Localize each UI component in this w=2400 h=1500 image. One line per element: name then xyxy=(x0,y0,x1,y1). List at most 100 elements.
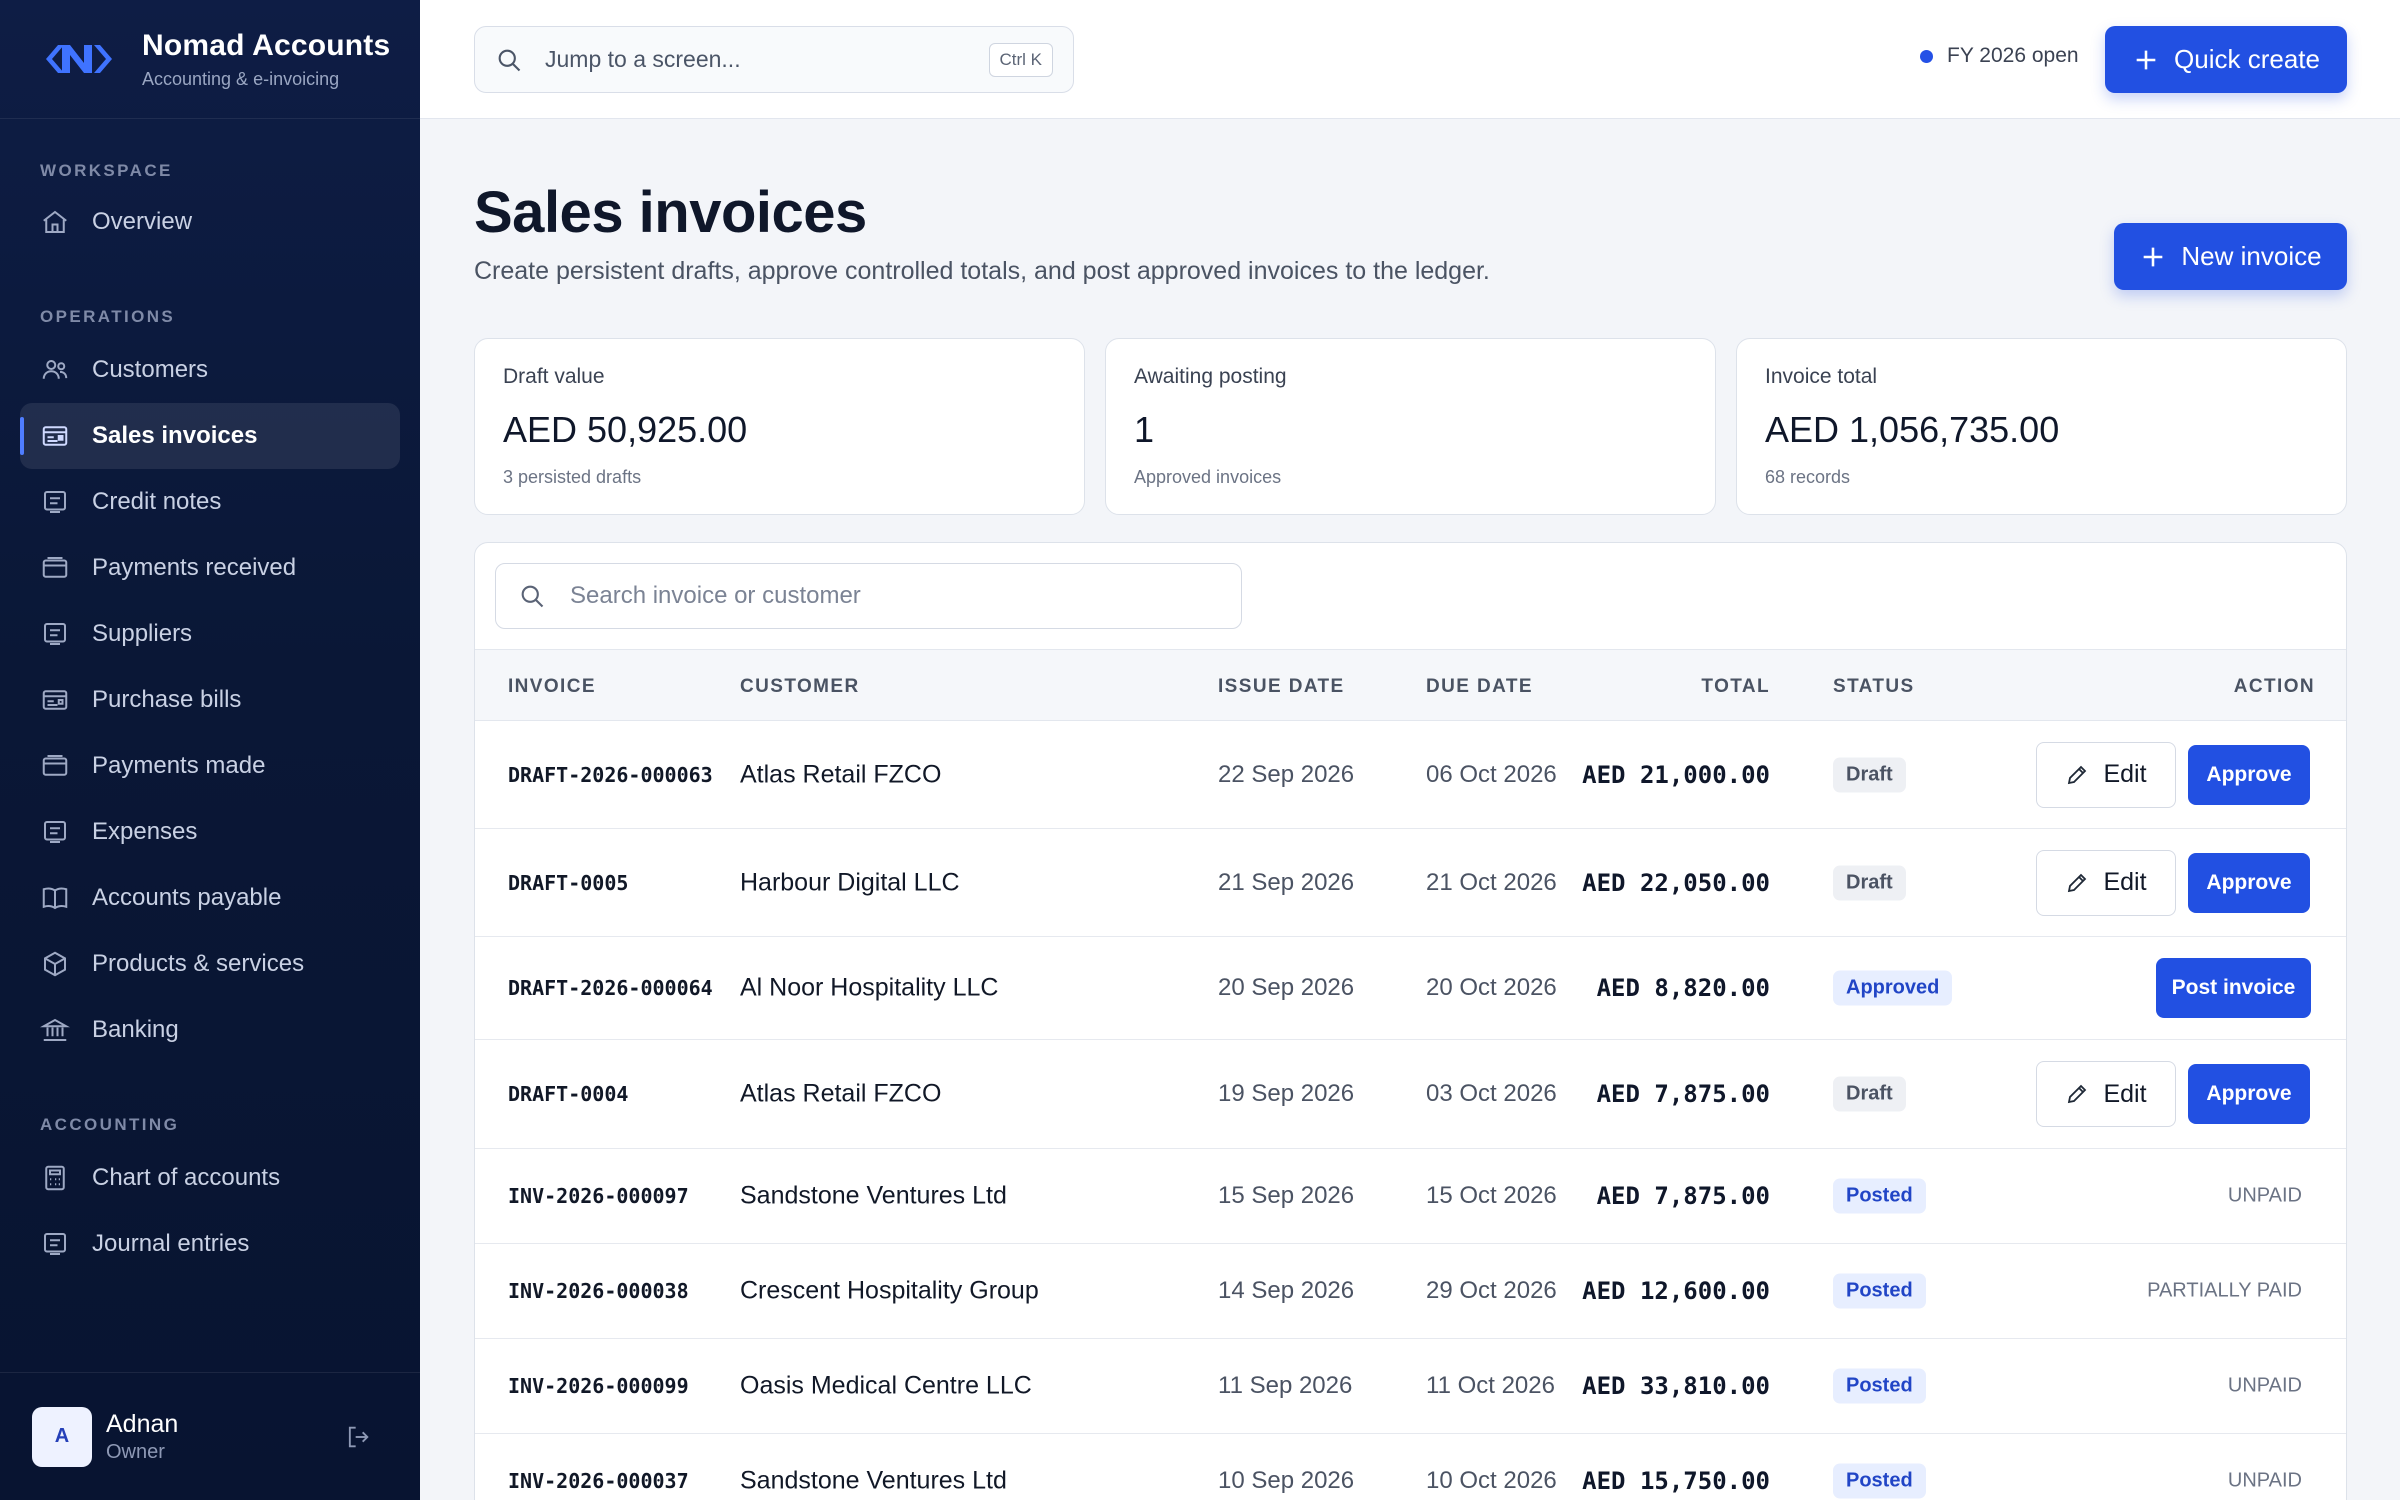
due-date: 15 Oct 2026 xyxy=(1426,1182,1557,1209)
user-profile[interactable]: A Adnan Owner xyxy=(0,1372,420,1500)
shortcut-hint: Ctrl K xyxy=(988,43,1053,77)
pencil-icon xyxy=(2068,765,2087,784)
issue-date: 20 Sep 2026 xyxy=(1218,974,1355,1001)
home-icon xyxy=(43,210,67,233)
issue-date: 10 Sep 2026 xyxy=(1218,1467,1355,1494)
table-row[interactable]: INV-2026-000097 Sandstone Ventures Ltd 1… xyxy=(475,1149,2346,1244)
due-date: 20 Oct 2026 xyxy=(1426,974,1557,1001)
post-invoice-button[interactable]: Post invoice xyxy=(2156,958,2311,1018)
table-row[interactable]: INV-2026-000099 Oasis Medical Centre LLC… xyxy=(475,1339,2346,1434)
table-row[interactable]: DRAFT-2026-000064 Al Noor Hospitality LL… xyxy=(475,937,2346,1040)
approve-button[interactable]: Approve xyxy=(2188,744,2310,805)
approve-button[interactable]: Approve xyxy=(2188,852,2310,913)
col-issue-date[interactable]: ISSUE DATE xyxy=(1218,676,1345,697)
sidebar-item-label: Customers xyxy=(92,356,209,383)
customer-name: Sandstone Ventures Ltd xyxy=(740,1181,1007,1210)
sidebar-item-label: Suppliers xyxy=(92,620,193,647)
invoice-search-input[interactable] xyxy=(570,582,1190,610)
edit-label: Edit xyxy=(2103,760,2147,788)
invoice-total: AED 22,050.00 xyxy=(1582,868,1770,897)
fiscal-year-label: FY 2026 open xyxy=(1947,44,2079,67)
col-status[interactable]: STATUS xyxy=(1833,676,1915,697)
user-role: Owner xyxy=(106,1440,165,1463)
invoice-number[interactable]: DRAFT-2026-000064 xyxy=(508,976,713,1000)
pencil-icon xyxy=(2068,1084,2087,1104)
stat-label: Awaiting posting xyxy=(1134,365,1287,388)
invoice-number[interactable]: DRAFT-0005 xyxy=(508,870,629,895)
due-date: 06 Oct 2026 xyxy=(1426,760,1557,788)
col-invoice[interactable]: INVOICE xyxy=(508,676,596,697)
sidebar-item-products-services[interactable]: Products & services xyxy=(20,931,400,997)
due-date: 03 Oct 2026 xyxy=(1426,1080,1557,1107)
approve-button[interactable]: Approve xyxy=(2188,1064,2310,1124)
table-row[interactable]: INV-2026-000038 Crescent Hospitality Gro… xyxy=(475,1244,2346,1339)
sidebar-item-payments-made[interactable]: Payments made xyxy=(20,733,400,799)
stat-card-draft-value: Draft value AED 50,925.00 3 persisted dr… xyxy=(474,338,1085,515)
table-row[interactable]: DRAFT-0005 Harbour Digital LLC 21 Sep 20… xyxy=(475,829,2346,937)
table-header: INVOICE CUSTOMER ISSUE DATE DUE DATE TOT… xyxy=(475,649,2346,721)
invoice-number[interactable]: INV-2026-000097 xyxy=(508,1184,689,1208)
invoice-search[interactable] xyxy=(495,563,1242,629)
customer-name: Crescent Hospitality Group xyxy=(740,1276,1039,1305)
invoice-number[interactable]: INV-2026-000099 xyxy=(508,1374,689,1398)
status-dot-icon xyxy=(1920,49,1933,63)
nav-section-workspace: WORKSPACE xyxy=(40,161,173,180)
due-date: 21 Oct 2026 xyxy=(1426,868,1557,896)
customer-name: Oasis Medical Centre LLC xyxy=(740,1371,1032,1400)
sidebar-item-suppliers[interactable]: Suppliers xyxy=(20,601,400,667)
sidebar-item-chart-of-accounts[interactable]: Chart of accounts xyxy=(20,1145,400,1211)
sidebar-item-label: Chart of accounts xyxy=(92,1164,281,1191)
col-total[interactable]: TOTAL xyxy=(1701,676,1770,697)
sidebar-item-label: Journal entries xyxy=(92,1230,250,1257)
invoices-table-card: INVOICE CUSTOMER ISSUE DATE DUE DATE TOT… xyxy=(474,542,2347,1500)
issue-date: 22 Sep 2026 xyxy=(1218,760,1355,788)
edit-button[interactable]: Edit xyxy=(2036,1061,2176,1127)
edit-button[interactable]: Edit xyxy=(2036,741,2176,808)
new-invoice-button[interactable]: New invoice xyxy=(2114,223,2347,290)
sidebar-item-label: Overview xyxy=(92,208,193,235)
sidebar-item-customers[interactable]: Customers xyxy=(20,337,400,403)
status-badge: Approved xyxy=(1833,970,1953,1006)
invoice-number[interactable]: INV-2026-000037 xyxy=(508,1469,689,1493)
invoice-number[interactable]: DRAFT-2026-000063 xyxy=(508,762,713,787)
table-row[interactable]: DRAFT-2026-000063 Atlas Retail FZCO 22 S… xyxy=(475,721,2346,829)
stat-note: 68 records xyxy=(1765,467,1851,487)
jump-to-screen-search[interactable]: Jump to a screen... Ctrl K xyxy=(474,26,1074,93)
sidebar-item-label: Payments received xyxy=(92,554,297,581)
customer-name: Sandstone Ventures Ltd xyxy=(740,1466,1007,1495)
customer-name: Al Noor Hospitality LLC xyxy=(740,973,999,1002)
customer-name: Atlas Retail FZCO xyxy=(740,1079,942,1108)
issue-date: 19 Sep 2026 xyxy=(1218,1080,1355,1107)
col-customer[interactable]: CUSTOMER xyxy=(740,676,860,697)
sidebar-item-expenses[interactable]: Expenses xyxy=(20,799,400,865)
topbar: Jump to a screen... Ctrl K FY 2026 open … xyxy=(420,0,2400,119)
table-row[interactable]: INV-2026-000037 Sandstone Ventures Ltd 1… xyxy=(475,1434,2346,1500)
new-invoice-label: New invoice xyxy=(2181,241,2322,271)
sidebar-item-banking[interactable]: Banking xyxy=(20,997,400,1063)
brand[interactable]: Nomad Accounts Accounting & e-invoicing xyxy=(0,0,420,119)
box-icon xyxy=(44,951,66,977)
payment-status: UNPAID xyxy=(2227,1374,2302,1397)
logout-icon[interactable] xyxy=(344,1423,372,1451)
issue-date: 14 Sep 2026 xyxy=(1218,1277,1355,1304)
status-badge: Posted xyxy=(1833,1273,1926,1309)
quick-create-button[interactable]: Quick create xyxy=(2105,26,2347,93)
brand-tagline: Accounting & e-invoicing xyxy=(142,68,340,89)
payment-status: UNPAID xyxy=(2227,1184,2302,1207)
invoice-total: AED 7,875.00 xyxy=(1596,1080,1770,1108)
sidebar-item-accounts-payable[interactable]: Accounts payable xyxy=(20,865,400,931)
edit-label: Edit xyxy=(2103,868,2147,896)
edit-button[interactable]: Edit xyxy=(2036,849,2176,916)
table-row[interactable]: DRAFT-0004 Atlas Retail FZCO 19 Sep 2026… xyxy=(475,1040,2346,1149)
sidebar-item-purchase-bills[interactable]: Purchase bills xyxy=(20,667,400,733)
sidebar-item-sales-invoices[interactable]: Sales invoices xyxy=(20,403,400,469)
sidebar-item-journal-entries[interactable]: Journal entries xyxy=(20,1211,400,1277)
invoice-number[interactable]: INV-2026-000038 xyxy=(508,1279,689,1303)
invoice-number[interactable]: DRAFT-0004 xyxy=(508,1082,629,1106)
sidebar-item-payments-received[interactable]: Payments received xyxy=(20,535,400,601)
col-due-date[interactable]: DUE DATE xyxy=(1426,676,1533,697)
sidebar-item-credit-notes[interactable]: Credit notes xyxy=(20,469,400,535)
sidebar-item-overview[interactable]: Overview xyxy=(20,189,400,255)
payment-status: PARTIALLY PAID xyxy=(2147,1279,2302,1302)
brand-logo-icon xyxy=(46,45,112,73)
